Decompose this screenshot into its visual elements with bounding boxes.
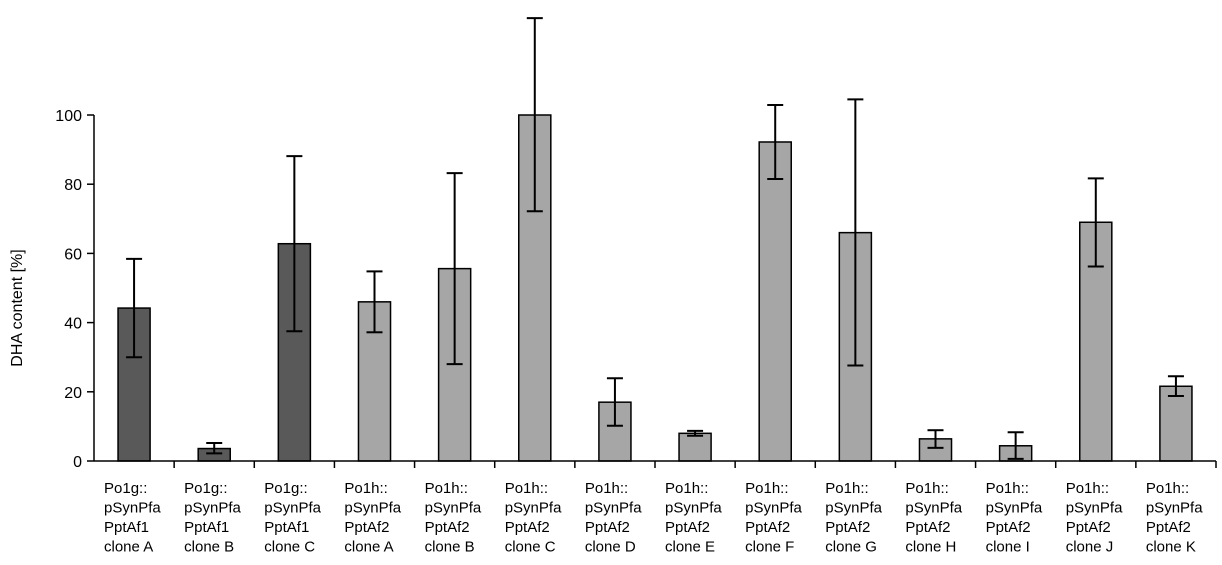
category-label-line: Po1h:: [585,480,628,497]
category-label-line: clone H [905,539,956,556]
category-label-line: Po1h:: [825,480,868,497]
category-label-line: clone C [505,539,556,556]
category-label-line: clone A [344,539,393,556]
y-axis-title: DHA content [%] [9,249,26,366]
category-label-line: pSynPfa [425,500,482,517]
category-label-line: PptAf1 [184,519,229,536]
category-label-line: pSynPfa [344,500,401,517]
category-label-line: pSynPfa [665,500,722,517]
category-label-line: pSynPfa [104,500,161,517]
category-label-line: pSynPfa [986,500,1043,517]
category-label-line: clone G [825,539,877,556]
category-label-line: clone D [585,539,636,556]
category-label-line: pSynPfa [1066,500,1123,517]
category-label-line: clone I [986,539,1030,556]
category-label-line: PptAf2 [745,519,790,536]
category-label-line: PptAf2 [425,519,470,536]
y-tick-label: 60 [64,246,82,263]
category-label-line: Po1h:: [986,480,1029,497]
bar [1159,385,1193,462]
category-label-line: pSynPfa [264,500,321,517]
category-label-line: pSynPfa [745,500,802,517]
category-label-line: clone C [264,539,315,556]
category-label-line: pSynPfa [1146,500,1203,517]
category-label-line: Po1h:: [905,480,948,497]
category-label-line: Po1h:: [665,480,708,497]
category-label-line: clone B [425,539,475,556]
category-label-line: PptAf2 [905,519,950,536]
category-label-line: Po1g:: [184,480,227,497]
category-label-line: PptAf2 [825,519,870,536]
category-label-line: Po1h:: [505,480,548,497]
category-label-line: pSynPfa [505,500,562,517]
category-label-line: Po1g:: [104,480,147,497]
y-tick-label: 0 [73,454,82,471]
category-label-line: Po1h:: [344,480,387,497]
category-label-line: PptAf1 [104,519,149,536]
category-label-line: PptAf2 [1146,519,1191,536]
category-label-line: pSynPfa [905,500,962,517]
category-label-line: PptAf1 [264,519,309,536]
y-tick-label: 100 [55,108,82,125]
category-label-line: PptAf2 [986,519,1031,536]
y-tick-label: 80 [64,177,82,194]
category-label-line: pSynPfa [585,500,642,517]
category-label-line: clone B [184,539,234,556]
category-label-line: pSynPfa [825,500,882,517]
category-label-line: clone A [104,539,153,556]
y-axis: 0 20 40 60 80 100 [55,108,95,471]
category-label-line: Po1h:: [425,480,468,497]
category-label-line: Po1g:: [264,480,307,497]
bar [678,432,712,462]
category-label-line: Po1h:: [1146,480,1189,497]
category-label-line: clone E [665,539,715,556]
y-tick-label: 40 [64,316,82,333]
y-tick-label: 20 [64,385,82,402]
x-axis [94,460,1217,468]
bar [758,141,792,462]
bars-layer [117,114,1193,462]
category-label-line: PptAf2 [1066,519,1111,536]
category-label-line: clone K [1146,539,1196,556]
error-bars-layer [126,17,1184,460]
category-label-line: Po1h:: [1066,480,1109,497]
category-label-line: clone J [1066,539,1114,556]
category-label-line: PptAf2 [344,519,389,536]
category-label-line: PptAf2 [665,519,710,536]
category-label-line: pSynPfa [184,500,241,517]
category-label-line: PptAf2 [505,519,550,536]
category-label-line: PptAf2 [585,519,630,536]
category-label-line: Po1h:: [745,480,788,497]
category-label-line: clone F [745,539,794,556]
